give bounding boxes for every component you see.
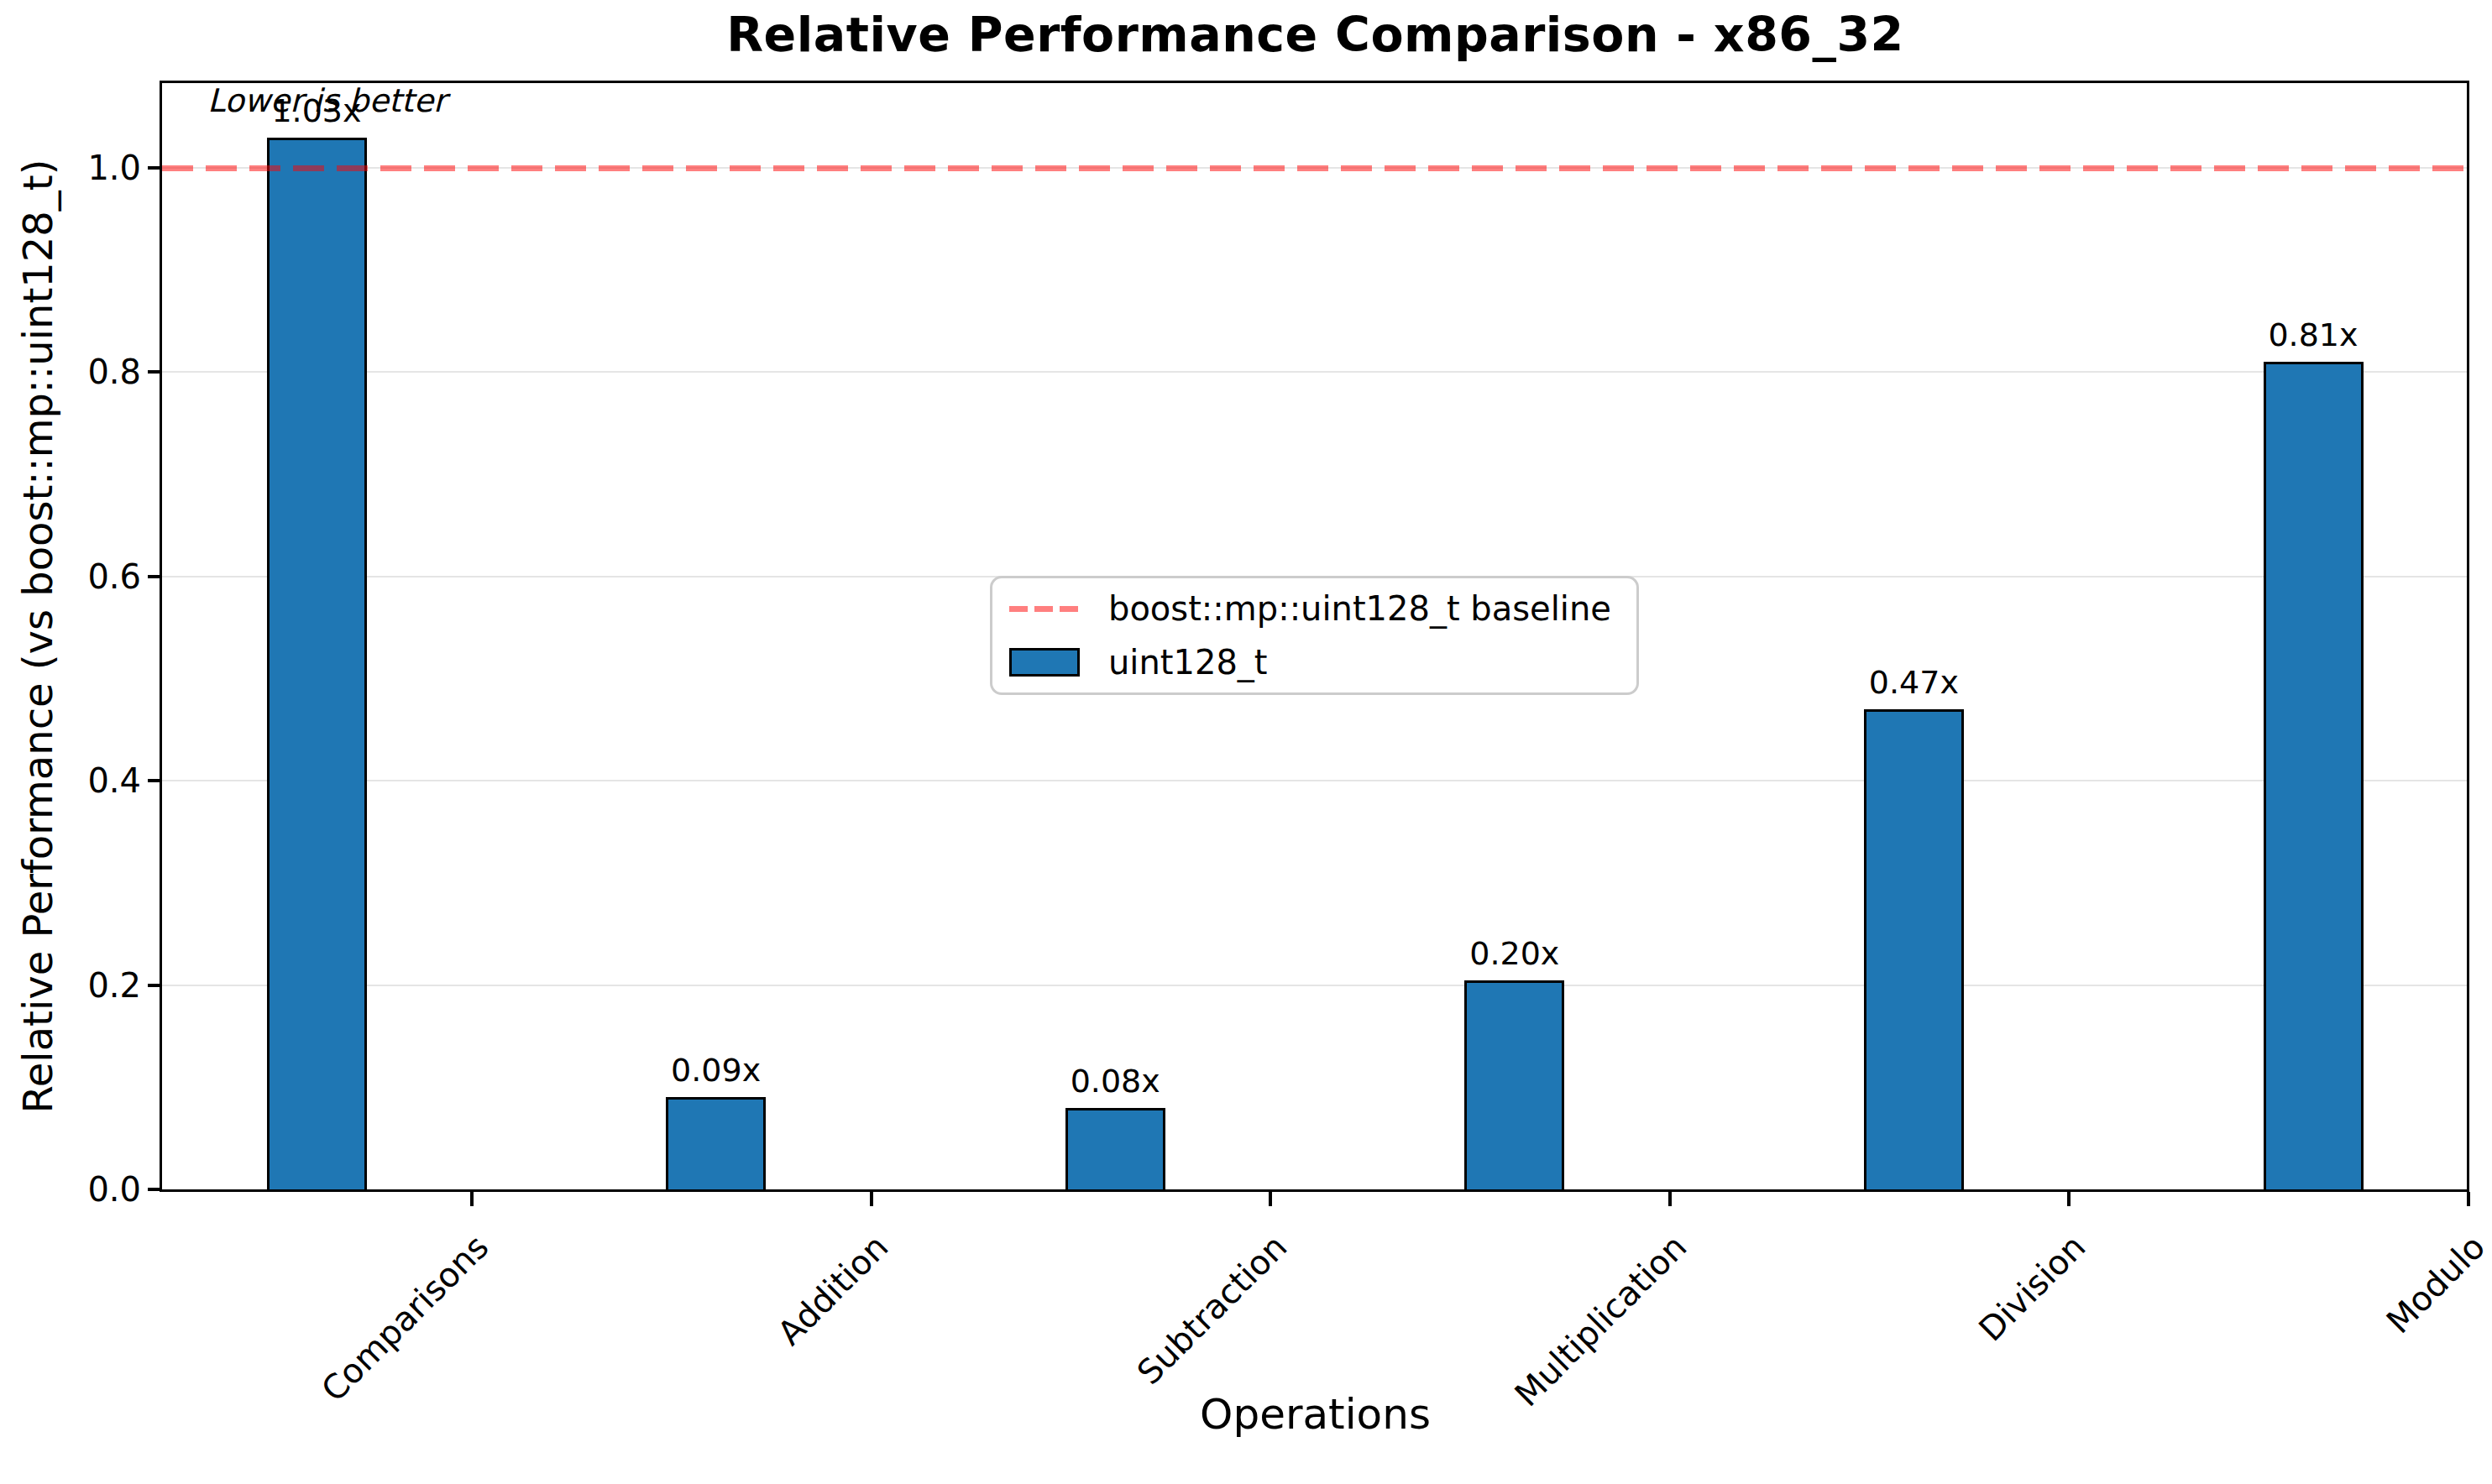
bar-value-label: 0.09x	[615, 1052, 817, 1089]
legend: boost::mp::uint128_t baseline uint128_t	[990, 576, 1639, 695]
y-axis-label: Relative Performance (vs boost::mp::uint…	[13, 49, 63, 1224]
y-gridline	[162, 985, 2467, 986]
y-gridline	[162, 371, 2467, 373]
y-tick-label: 0.4	[15, 760, 141, 801]
x-tick-label-comparisons: Comparisons	[233, 1227, 496, 1484]
bar-comparisons	[267, 138, 367, 1190]
legend-series-label: uint128_t	[1108, 642, 1268, 682]
x-tick	[1668, 1192, 1672, 1206]
y-tick	[148, 370, 162, 374]
x-tick	[2467, 1192, 2470, 1206]
x-tick	[2067, 1192, 2071, 1206]
baseline-dash-icon	[1009, 606, 1080, 612]
y-tick-label: 0.6	[15, 556, 141, 597]
y-tick	[148, 1188, 162, 1191]
x-tick-label-addition: Addition	[633, 1227, 896, 1484]
bar-value-label: 0.47x	[1813, 664, 2014, 701]
series-swatch-icon	[1009, 648, 1080, 677]
x-tick	[1269, 1192, 1272, 1206]
x-tick	[870, 1192, 873, 1206]
legend-baseline-label: boost::mp::uint128_t baseline	[1108, 588, 1611, 629]
y-tick	[148, 575, 162, 578]
y-gridline	[162, 780, 2467, 781]
y-tick-label: 1.0	[15, 148, 141, 188]
baseline-line	[162, 165, 2467, 171]
bar-addition	[666, 1097, 766, 1189]
chart-title: Relative Performance Comparison - x86_32	[160, 7, 2470, 62]
x-tick-label-multiplication: Multiplication	[1432, 1227, 1694, 1484]
x-tick-label-subtraction: Subtraction	[1032, 1227, 1295, 1484]
x-tick-label-division: Division	[1830, 1227, 2093, 1484]
y-tick	[148, 779, 162, 782]
bar-value-label: 0.81x	[2212, 316, 2414, 353]
x-axis-label: Operations	[160, 1390, 2470, 1439]
bar-division	[1864, 709, 1964, 1189]
chart-figure: Relative Performance Comparison - x86_32…	[0, 0, 2492, 1484]
bar-multiplication	[1464, 980, 1564, 1189]
bar-modulo	[2264, 362, 2364, 1189]
bar-subtraction	[1065, 1108, 1165, 1189]
y-tick-label: 0.2	[15, 965, 141, 1006]
legend-row-baseline: boost::mp::uint128_t baseline	[1009, 588, 1636, 629]
y-tick	[148, 984, 162, 987]
legend-row-series: uint128_t	[1009, 642, 1636, 682]
y-tick-label: 0.0	[15, 1169, 141, 1210]
y-tick-label: 0.8	[15, 352, 141, 392]
y-tick	[148, 166, 162, 170]
x-tick-label-modulo: Modulo	[2230, 1227, 2492, 1484]
x-tick	[470, 1192, 474, 1206]
bar-value-label: 0.08x	[1014, 1063, 1216, 1100]
annotation-lower-is-better: Lower is better	[207, 82, 447, 119]
bar-value-label: 0.20x	[1414, 935, 1615, 972]
